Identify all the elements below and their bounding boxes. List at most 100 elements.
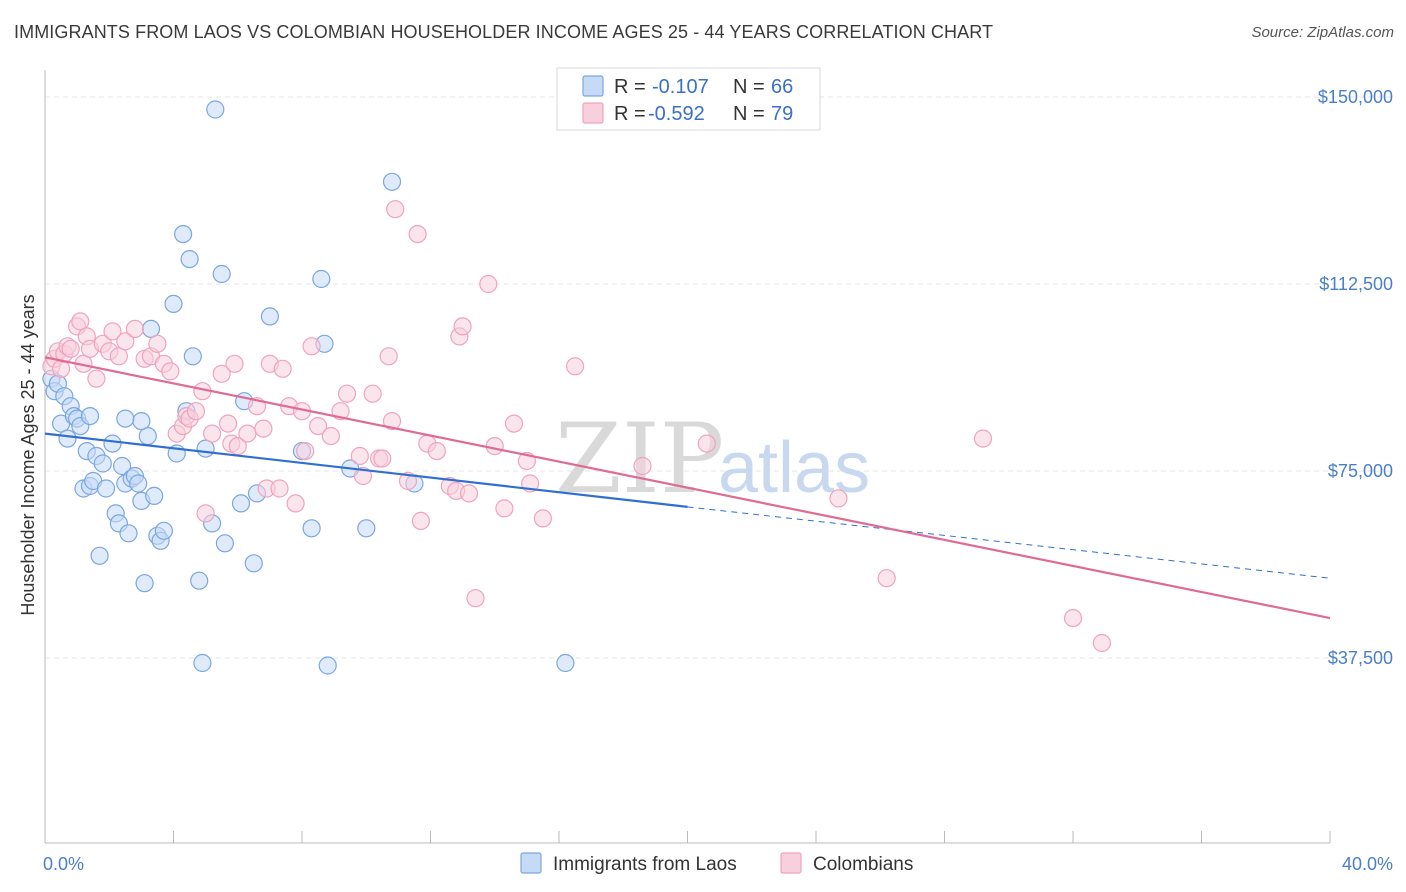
colombian-point	[125, 319, 144, 338]
laos-point	[93, 454, 112, 473]
colombian-point	[408, 225, 427, 244]
colombian-point	[373, 449, 392, 468]
colombian-point	[453, 317, 472, 336]
legend-n-label-laos: N =	[733, 76, 765, 98]
colombian-point	[386, 200, 405, 219]
legend-n-value-laos: 66	[771, 76, 793, 98]
laos-point	[357, 519, 376, 538]
series-swatch-laos	[520, 852, 542, 874]
x-tick-label-min: 0.0%	[43, 854, 84, 874]
colombian-point	[479, 274, 498, 294]
colombian-point	[350, 446, 369, 466]
laos-point	[58, 429, 77, 448]
legend-r-value-colombians: -0.592	[648, 103, 705, 125]
legend-r-label-colombians: R =	[614, 103, 646, 125]
y-tick-labels: $37,500 $75,000 $112,500 $150,000	[1318, 87, 1393, 668]
colombian-point	[148, 334, 167, 353]
legend-n-label-colombians: N =	[733, 103, 765, 125]
source-label: Source: ZipAtlas.com	[1251, 24, 1394, 41]
laos-point	[112, 456, 132, 476]
legend-r-value-laos: -0.107	[652, 76, 709, 98]
laos-point	[231, 494, 251, 513]
colombian-point	[533, 509, 553, 528]
legend-n-value-colombians: 79	[771, 103, 793, 125]
colombian-point	[238, 424, 257, 443]
colombian-point	[363, 384, 382, 403]
laos-point	[116, 409, 135, 428]
colombian-point	[485, 437, 504, 456]
colombian-point	[286, 494, 305, 513]
colombian-point	[411, 511, 430, 531]
data-points	[42, 100, 1112, 675]
colombian-point	[495, 499, 514, 518]
colombian-point	[116, 332, 135, 351]
laos-point	[119, 524, 138, 543]
colombian-point	[225, 354, 244, 373]
laos-point	[180, 250, 199, 269]
x-tick-labels: 0.0% 40.0%	[43, 854, 1393, 874]
colombian-point	[302, 337, 321, 356]
colombian-point	[161, 362, 180, 381]
laos-point	[174, 225, 193, 244]
laos-point	[132, 412, 151, 431]
laos-point	[96, 479, 116, 498]
laos-point	[302, 519, 321, 538]
laos-point	[154, 521, 173, 540]
x-tick-label-max: 40.0%	[1342, 854, 1393, 874]
series-swatch-colombians	[780, 852, 802, 874]
laos-point	[206, 100, 225, 119]
colombian-point	[379, 347, 398, 366]
laos-point	[260, 307, 279, 326]
trend-lines	[44, 356, 1331, 620]
laos-point	[212, 264, 231, 284]
series-legend: Immigrants from Laos Colombians	[520, 852, 913, 875]
laos-point	[215, 534, 234, 553]
laos-point	[318, 656, 337, 675]
laos-point	[244, 554, 263, 573]
colombian-point	[1063, 608, 1083, 628]
colombian-point	[337, 384, 357, 403]
colombian-point	[633, 456, 652, 476]
colombian-point	[504, 414, 524, 433]
colombian-point	[1092, 633, 1112, 653]
colombian-point	[196, 504, 215, 523]
colombian-point	[565, 357, 585, 376]
laos-point	[90, 546, 109, 565]
laos-point	[190, 571, 209, 590]
colombian-point	[254, 419, 273, 438]
laos-point	[556, 653, 575, 673]
stats-legend: R = -0.107 N = 66 R = -0.592 N = 79	[556, 67, 821, 131]
laos-point	[183, 347, 202, 366]
colombian-point	[203, 424, 222, 443]
colombian-point	[212, 364, 231, 383]
laos-point	[80, 407, 100, 426]
colombian-point	[321, 427, 340, 446]
laos-point	[145, 486, 164, 505]
legend-swatch-colombians	[582, 102, 604, 124]
colombian-point	[61, 339, 80, 358]
series-label-laos: Immigrants from Laos	[553, 854, 737, 875]
colombian-point	[398, 471, 418, 491]
laos-point	[193, 653, 212, 673]
laos-trend-extension	[687, 506, 1331, 579]
y-tick-label: $112,500	[1319, 274, 1393, 294]
laos-point	[312, 269, 331, 289]
laos-point	[382, 172, 402, 191]
laos-point	[129, 474, 148, 493]
colombian-point	[87, 369, 106, 388]
colombian-point	[697, 434, 716, 453]
axes	[44, 70, 1331, 844]
series-label-colombians: Colombians	[813, 854, 913, 875]
colombian-point	[109, 347, 129, 366]
colombian-trend-line	[44, 356, 1331, 620]
legend-swatch-laos	[582, 75, 604, 97]
colombian-point	[353, 466, 373, 486]
grid-lines	[45, 96, 1395, 659]
laos-trend-line	[44, 432, 688, 508]
colombian-point	[829, 489, 848, 508]
colombian-point	[459, 484, 479, 503]
y-tick-label: $150,000	[1318, 87, 1393, 107]
legend-r-label-laos: R =	[614, 76, 646, 98]
laos-point	[135, 574, 154, 593]
